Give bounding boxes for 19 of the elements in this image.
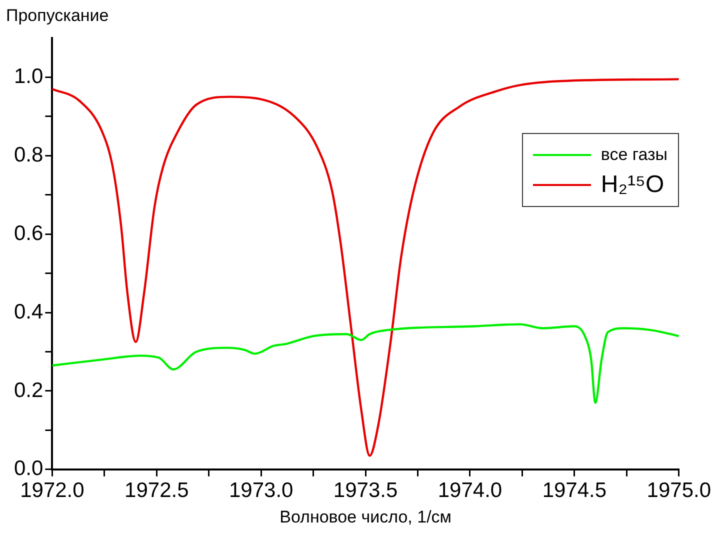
line-series (52, 323, 679, 404)
legend-label: все газы (600, 145, 668, 165)
y-tick-label: 0.2 (14, 378, 44, 402)
x-tick-label: 1975.0 (646, 478, 711, 502)
x-tick-label: 1972.5 (124, 478, 189, 502)
x-tick-label: 1972.0 (20, 478, 84, 502)
y-tick-label: 0.6 (14, 222, 44, 245)
x-axis-title: Волновое число, 1/см (280, 507, 452, 526)
x-tick-label: 1973.0 (228, 478, 294, 502)
y-tick-label: 0.8 (14, 143, 44, 166)
y-axis-title: Пропускание (6, 6, 109, 26)
legend-label: H₂¹⁵O (600, 171, 664, 199)
x-tick-label: 1974.5 (542, 478, 607, 502)
x-tick-label: 1974.0 (438, 478, 502, 502)
y-tick-label: 0.0 (14, 457, 44, 480)
line-series (52, 78, 679, 457)
y-tick-label: 0.4 (14, 300, 44, 324)
y-tick-label: 1.0 (14, 65, 44, 88)
x-tick-label: 1973.5 (333, 478, 398, 502)
